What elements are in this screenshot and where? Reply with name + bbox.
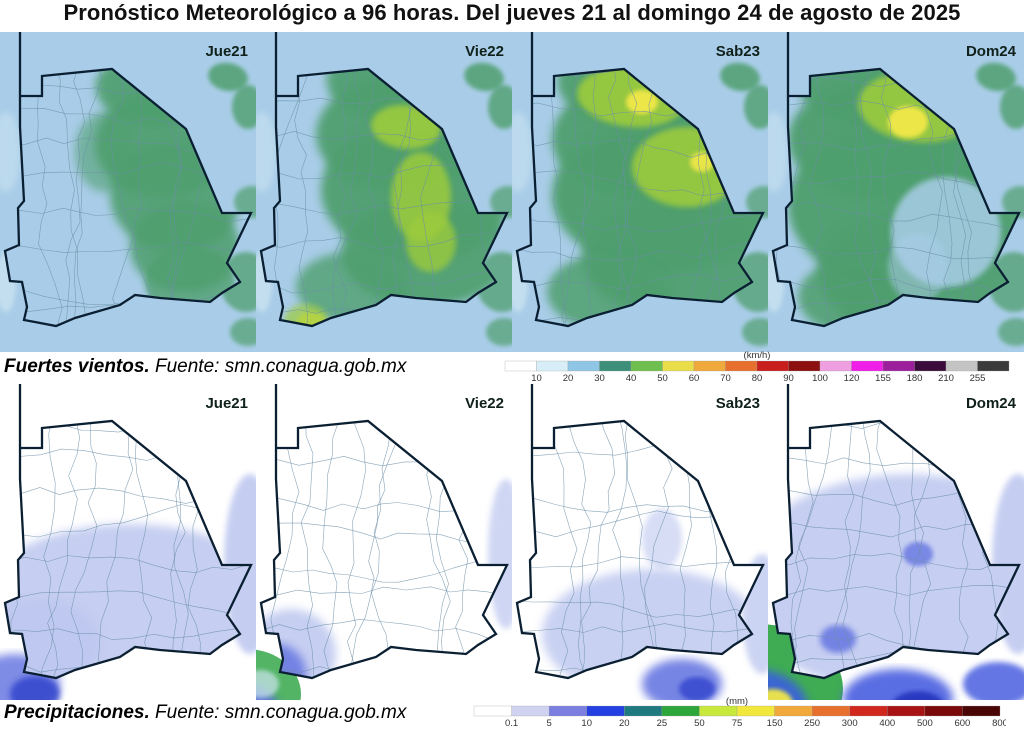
svg-text:Dom24: Dom24 — [966, 43, 1017, 60]
svg-text:300: 300 — [842, 718, 858, 726]
svg-text:20: 20 — [619, 718, 630, 726]
svg-text:100: 100 — [812, 373, 828, 382]
svg-text:10: 10 — [531, 373, 542, 382]
svg-text:50: 50 — [694, 718, 705, 726]
svg-text:Sab23: Sab23 — [716, 395, 760, 412]
svg-text:80: 80 — [752, 373, 763, 382]
svg-text:500: 500 — [917, 718, 933, 726]
svg-text:180: 180 — [907, 373, 923, 382]
svg-text:250: 250 — [804, 718, 820, 726]
svg-text:50: 50 — [657, 373, 668, 382]
svg-text:210: 210 — [938, 373, 954, 382]
svg-text:90: 90 — [783, 373, 794, 382]
svg-text:255: 255 — [970, 373, 986, 382]
svg-text:40: 40 — [626, 373, 637, 382]
svg-text:(km/h): (km/h) — [744, 350, 771, 361]
svg-text:25: 25 — [657, 718, 668, 726]
svg-text:600: 600 — [954, 718, 970, 726]
svg-text:30: 30 — [594, 373, 605, 382]
svg-text:155: 155 — [875, 373, 891, 382]
svg-text:75: 75 — [732, 718, 743, 726]
svg-text:400: 400 — [879, 718, 895, 726]
svg-text:0.1: 0.1 — [505, 718, 518, 726]
svg-text:150: 150 — [767, 718, 783, 726]
svg-text:(mm): (mm) — [726, 696, 748, 707]
svg-text:Sab23: Sab23 — [716, 43, 760, 60]
svg-text:10: 10 — [581, 718, 592, 726]
svg-text:Jue21: Jue21 — [205, 43, 248, 60]
svg-text:5: 5 — [546, 718, 551, 726]
svg-text:800: 800 — [992, 718, 1006, 726]
svg-text:120: 120 — [844, 373, 860, 382]
svg-text:20: 20 — [563, 373, 574, 382]
svg-text:Jue21: Jue21 — [205, 395, 248, 412]
svg-text:Vie22: Vie22 — [465, 395, 504, 412]
svg-text:Dom24: Dom24 — [966, 395, 1017, 412]
svg-text:Vie22: Vie22 — [465, 43, 504, 60]
svg-text:60: 60 — [689, 373, 700, 382]
svg-text:70: 70 — [720, 373, 731, 382]
